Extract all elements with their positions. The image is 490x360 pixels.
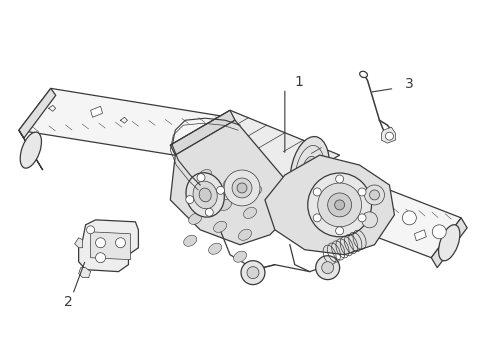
Ellipse shape: [244, 207, 256, 219]
Circle shape: [247, 267, 259, 279]
Circle shape: [237, 183, 247, 193]
Circle shape: [308, 173, 371, 237]
Polygon shape: [19, 130, 43, 170]
Polygon shape: [171, 120, 295, 245]
Circle shape: [313, 214, 321, 222]
Ellipse shape: [198, 170, 212, 181]
Polygon shape: [265, 155, 305, 203]
Ellipse shape: [239, 229, 251, 240]
Circle shape: [241, 261, 265, 285]
Circle shape: [336, 227, 343, 235]
Circle shape: [116, 238, 125, 248]
Ellipse shape: [189, 213, 202, 224]
Ellipse shape: [199, 188, 211, 202]
Ellipse shape: [194, 192, 207, 202]
Circle shape: [402, 211, 416, 225]
Circle shape: [369, 190, 379, 200]
Circle shape: [363, 195, 376, 209]
Polygon shape: [19, 88, 56, 138]
Circle shape: [358, 214, 366, 222]
Circle shape: [96, 253, 105, 263]
Ellipse shape: [248, 185, 262, 197]
Circle shape: [197, 174, 205, 181]
Circle shape: [96, 238, 105, 248]
Ellipse shape: [209, 243, 221, 254]
Polygon shape: [78, 268, 91, 278]
Ellipse shape: [219, 199, 232, 211]
Polygon shape: [265, 155, 394, 255]
Ellipse shape: [223, 177, 237, 189]
Text: 3: 3: [405, 77, 414, 91]
Polygon shape: [171, 110, 340, 190]
Ellipse shape: [184, 235, 197, 246]
Ellipse shape: [360, 71, 368, 77]
Circle shape: [386, 132, 393, 140]
Ellipse shape: [301, 156, 318, 188]
Polygon shape: [19, 88, 235, 160]
Circle shape: [87, 226, 95, 234]
Ellipse shape: [186, 173, 224, 217]
Circle shape: [217, 186, 224, 194]
Polygon shape: [415, 230, 426, 241]
Ellipse shape: [290, 136, 329, 207]
Ellipse shape: [214, 221, 227, 232]
Circle shape: [362, 212, 377, 228]
Polygon shape: [91, 106, 102, 117]
Circle shape: [224, 170, 260, 206]
Circle shape: [316, 256, 340, 280]
Circle shape: [322, 262, 334, 274]
Circle shape: [335, 200, 344, 210]
Polygon shape: [431, 218, 467, 268]
Polygon shape: [74, 238, 83, 248]
Circle shape: [432, 225, 446, 239]
Polygon shape: [78, 220, 138, 272]
Ellipse shape: [193, 181, 217, 209]
Polygon shape: [382, 127, 395, 143]
Circle shape: [358, 188, 366, 196]
Circle shape: [336, 175, 343, 183]
Text: 2: 2: [64, 294, 73, 309]
Ellipse shape: [234, 251, 246, 262]
Circle shape: [365, 185, 385, 205]
Polygon shape: [171, 110, 235, 155]
Circle shape: [323, 178, 337, 192]
Circle shape: [313, 188, 321, 196]
Circle shape: [205, 208, 213, 216]
Circle shape: [186, 195, 194, 203]
Circle shape: [328, 193, 352, 217]
Text: 1: 1: [295, 75, 304, 89]
Circle shape: [318, 183, 362, 227]
Ellipse shape: [439, 225, 460, 261]
Circle shape: [232, 178, 252, 198]
Polygon shape: [265, 155, 461, 258]
Polygon shape: [91, 232, 130, 260]
Ellipse shape: [20, 132, 42, 168]
